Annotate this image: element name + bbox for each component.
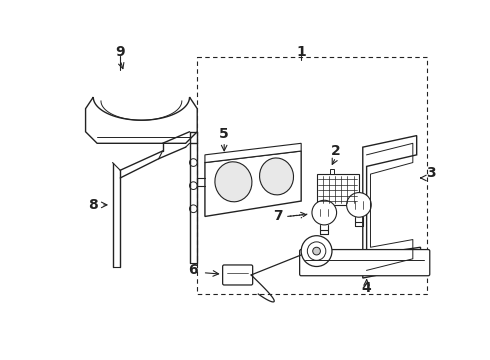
Circle shape bbox=[346, 193, 371, 217]
Text: 8: 8 bbox=[88, 198, 98, 212]
Polygon shape bbox=[330, 170, 334, 174]
Circle shape bbox=[190, 182, 197, 189]
Bar bbox=[197, 57, 427, 294]
Polygon shape bbox=[363, 136, 420, 278]
Text: 7: 7 bbox=[273, 210, 283, 224]
Text: 2: 2 bbox=[331, 144, 341, 158]
Polygon shape bbox=[86, 97, 197, 143]
Circle shape bbox=[301, 236, 332, 266]
Circle shape bbox=[190, 205, 197, 213]
Polygon shape bbox=[317, 174, 359, 205]
Text: 3: 3 bbox=[426, 166, 436, 180]
Text: 6: 6 bbox=[189, 264, 198, 277]
Ellipse shape bbox=[215, 162, 252, 202]
Polygon shape bbox=[205, 143, 301, 163]
Text: 5: 5 bbox=[220, 127, 229, 141]
Circle shape bbox=[313, 247, 320, 255]
Ellipse shape bbox=[260, 158, 294, 195]
FancyBboxPatch shape bbox=[222, 265, 253, 285]
FancyBboxPatch shape bbox=[300, 249, 430, 276]
Text: 4: 4 bbox=[362, 281, 371, 295]
Circle shape bbox=[307, 242, 326, 260]
Polygon shape bbox=[205, 151, 301, 216]
Text: 9: 9 bbox=[116, 45, 125, 59]
Circle shape bbox=[190, 159, 197, 166]
Text: 1: 1 bbox=[296, 45, 306, 59]
Circle shape bbox=[312, 200, 337, 225]
